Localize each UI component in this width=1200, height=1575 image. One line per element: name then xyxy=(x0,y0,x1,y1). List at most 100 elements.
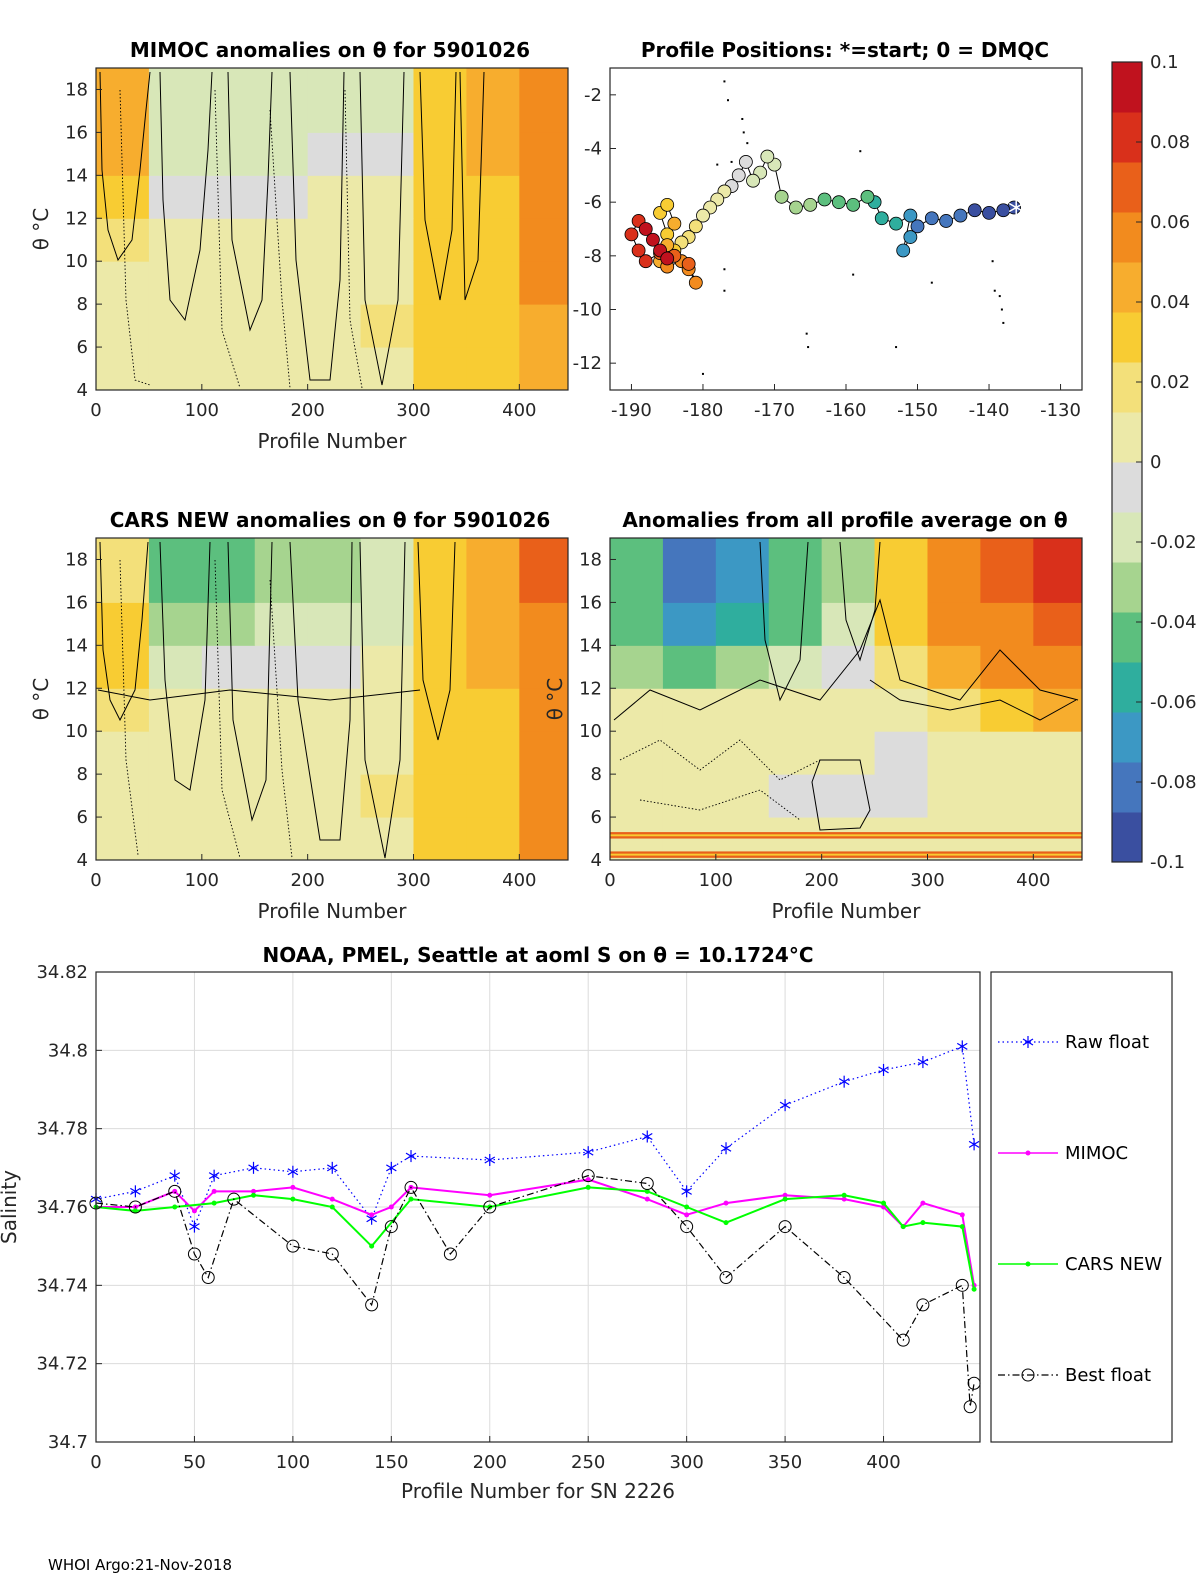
y-tick-label: 8 xyxy=(77,294,88,315)
average-contours xyxy=(613,541,1079,831)
heatmap-cell xyxy=(466,688,520,732)
heatmap-cell xyxy=(148,261,203,305)
raw-float-marker xyxy=(248,1161,259,1174)
profile-position xyxy=(967,203,982,218)
colorbar-swatch xyxy=(1112,262,1142,313)
position-track xyxy=(624,149,1024,290)
dmqc-point xyxy=(993,289,996,292)
y-tick-label: 14 xyxy=(65,635,88,656)
heatmap-cell xyxy=(307,602,362,646)
series-dot-marker xyxy=(290,1196,296,1202)
heatmap-cell xyxy=(927,688,981,732)
series-dot-marker xyxy=(684,1212,690,1218)
x-tick-label: 300 xyxy=(910,870,944,891)
legend-entry: CARS NEW xyxy=(998,1254,1162,1275)
heatmap-cell xyxy=(254,132,309,176)
salinity-ylabel: Salinity xyxy=(0,1170,21,1244)
raw-float-marker xyxy=(779,1099,791,1112)
salinity-panel: NOAA, PMEL, Seattle at aoml S on θ = 10.… xyxy=(0,943,1173,1503)
series-dot-marker xyxy=(211,1188,217,1194)
heatmap-cell xyxy=(96,347,150,391)
legend-label: MIMOC xyxy=(1065,1143,1128,1164)
heatmap-cell xyxy=(148,218,203,262)
y-tick-label: 4 xyxy=(591,850,602,871)
profile-position xyxy=(953,208,968,223)
dmqc-point xyxy=(1000,308,1003,311)
colorbar-swatch xyxy=(1112,212,1142,263)
best-float-marker xyxy=(581,1169,595,1183)
colorbar: 0.1 0.08 0.06 0.04 0.02 0 -0.02 -0.04 -0.06 -0.08… xyxy=(1111,52,1197,873)
salinity-grid xyxy=(95,971,980,1443)
heatmap-cell xyxy=(874,774,928,818)
colorbar-swatch xyxy=(1112,362,1142,413)
series-line xyxy=(95,1175,975,1407)
heatmap-cell xyxy=(821,774,876,818)
mimoc-heatmap xyxy=(96,68,569,391)
heatmap-cell xyxy=(307,261,362,305)
series-dot-marker xyxy=(132,1208,138,1214)
heatmap-cell xyxy=(148,347,203,391)
best-float-marker xyxy=(128,1200,142,1214)
heatmap-cell xyxy=(148,688,203,732)
heatmap-cell xyxy=(307,817,362,861)
heatmap-cell xyxy=(466,132,520,176)
y-tick-label: 8 xyxy=(77,764,88,785)
heatmap-cell xyxy=(307,132,362,176)
colorbar-swatch xyxy=(1112,462,1142,513)
series-dot-marker xyxy=(585,1184,591,1190)
heatmap-cell xyxy=(148,774,203,818)
heatmap-cell xyxy=(1033,731,1083,775)
y-tick-label: 18 xyxy=(65,549,88,570)
cars-heatmap xyxy=(96,538,569,861)
best-float-marker xyxy=(896,1333,910,1347)
profile-position xyxy=(874,211,889,226)
raw-float-marker xyxy=(386,1161,397,1174)
colorbar-swatch xyxy=(1112,162,1142,213)
colorbar-tick-label: -0.1 xyxy=(1150,852,1185,873)
dmqc-point xyxy=(723,268,726,271)
x-tick-label: -140 xyxy=(969,400,1010,421)
profile-position xyxy=(688,219,703,234)
best-float-marker xyxy=(384,1220,398,1234)
heatmap-cell xyxy=(413,538,467,603)
series-dot-marker xyxy=(644,1188,650,1194)
raw-float-marker xyxy=(189,1220,200,1233)
heatmap-cell xyxy=(466,602,520,646)
heatmap-cell xyxy=(307,774,362,818)
heatmap-cell xyxy=(466,538,520,603)
cars-title: CARS NEW anomalies on θ for 5901026 xyxy=(110,508,551,532)
average-axes-frame xyxy=(609,537,1083,861)
heatmap-cell xyxy=(307,175,362,219)
profile-position xyxy=(774,189,789,204)
y-tick-label: 12 xyxy=(579,678,602,699)
heatmap-cell xyxy=(148,645,203,689)
y-tick-label: -10 xyxy=(573,300,602,321)
mimoc-axes-frame xyxy=(95,67,569,391)
heatmap-cell xyxy=(254,304,309,348)
heatmap-cell xyxy=(254,175,309,219)
x-tick-label: 250 xyxy=(571,1452,605,1473)
profile-position xyxy=(688,275,703,290)
dmqc-point xyxy=(859,150,862,153)
cars-ylabel: θ °C xyxy=(29,678,53,721)
heatmap-cell xyxy=(519,304,569,348)
heatmap-cell xyxy=(821,538,876,603)
heatmap-cell xyxy=(254,538,309,603)
y-tick-label: 6 xyxy=(591,807,602,828)
heatmap-cell xyxy=(821,731,876,775)
heatmap-cell xyxy=(360,774,414,818)
series-dot-marker xyxy=(487,1192,493,1198)
dmqc-point xyxy=(723,80,726,83)
heatmap-cell xyxy=(466,175,520,219)
heatmap-cell xyxy=(413,218,467,262)
heatmap-cell xyxy=(610,688,664,732)
heatmap-cell xyxy=(662,688,717,732)
legend-box xyxy=(990,971,1173,1443)
profile-position xyxy=(889,216,903,231)
y-tick-label: -2 xyxy=(584,85,602,106)
heatmap-cell xyxy=(413,68,467,133)
heatmap-cell xyxy=(519,218,569,262)
profile-position xyxy=(789,200,803,215)
dmqc-point xyxy=(998,295,1001,298)
profile-position xyxy=(638,222,653,236)
